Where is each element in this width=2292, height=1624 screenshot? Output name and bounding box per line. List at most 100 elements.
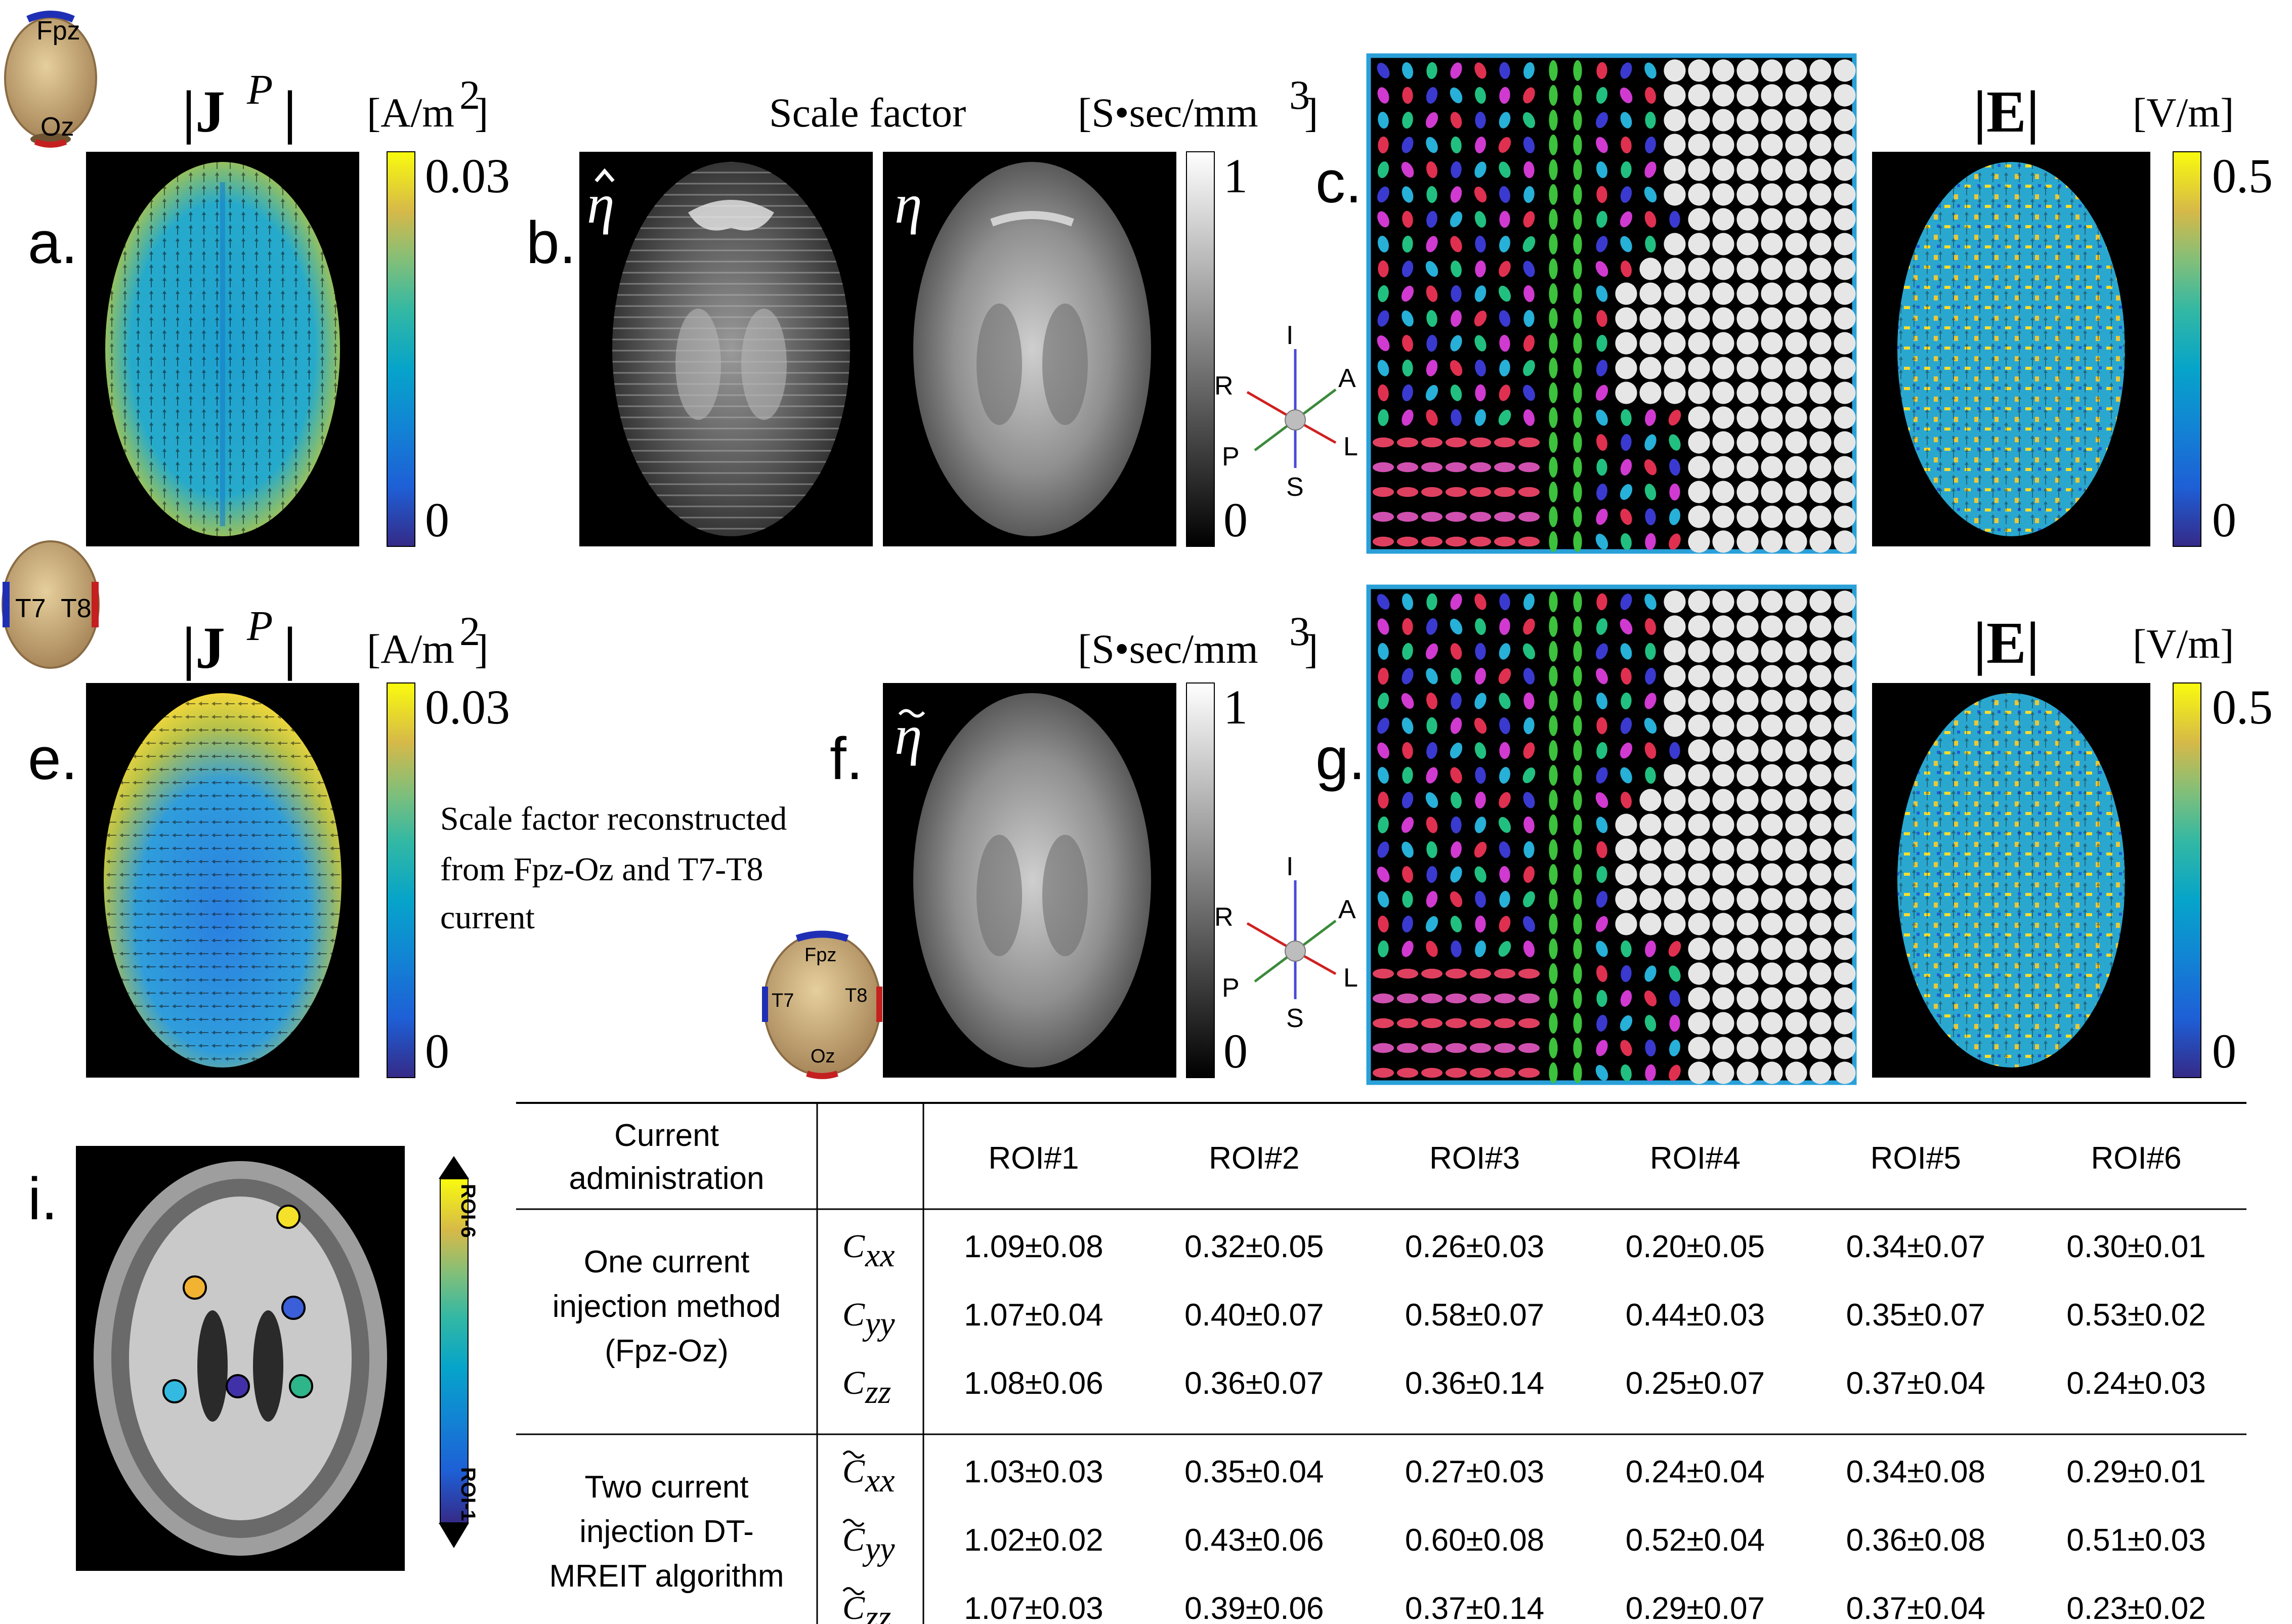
tensor-glyph [1644, 459, 1657, 476]
tensor-glyph [1494, 487, 1516, 497]
tensor-glyph [1378, 384, 1389, 402]
table-group-name: (Fpz-Oz) [605, 1334, 729, 1369]
table-cell: 0.36±0.14 [1405, 1366, 1544, 1401]
table-cell: 0.51±0.03 [2066, 1523, 2205, 1558]
jp-min-row1: 0 [425, 493, 449, 547]
tensor-glyph [1645, 533, 1656, 550]
tensor-glyph [1475, 260, 1486, 278]
tensor-glyph [1639, 282, 1662, 305]
tensor-glyph [1736, 987, 1759, 1010]
tensor-glyph [1450, 384, 1462, 401]
tensor-glyph [1712, 590, 1734, 613]
table-symbol: C [842, 1296, 865, 1333]
tensor-glyph [1425, 261, 1438, 277]
svg-text:|: | [283, 78, 296, 145]
table-cell: 0.58±0.07 [1405, 1298, 1544, 1333]
tensor-glyph [1425, 384, 1438, 401]
tensor-glyph [1688, 505, 1710, 528]
tensor-glyph [1549, 432, 1558, 453]
tensor-glyph [1475, 136, 1486, 154]
tensor-glyph [1549, 531, 1558, 552]
tensor-glyph [1469, 511, 1492, 522]
tensor-glyph [1378, 236, 1389, 252]
tensor-glyph [1523, 211, 1535, 228]
tensor-glyph [1426, 161, 1437, 178]
tensor-glyph [1573, 332, 1582, 354]
tensor-glyph [1834, 357, 1856, 379]
tensor-glyph [1834, 640, 1856, 663]
tensor-glyph [1421, 1043, 1443, 1053]
tensor-glyph [1809, 590, 1832, 613]
svg-text:]: ] [475, 626, 488, 672]
tensor-glyph [1615, 357, 1637, 379]
tensor-glyph [1712, 481, 1734, 503]
table-symbol-sub: xx [865, 1237, 895, 1274]
table-symbol: C [842, 1453, 865, 1490]
tensor-glyph [1761, 183, 1783, 206]
tensor-glyph [1688, 357, 1710, 379]
svg-text:]: ] [1304, 626, 1318, 672]
e-min-row2: 0 [2212, 1024, 2236, 1078]
tensor-glyph [1712, 863, 1734, 886]
tensor-glyph [1639, 332, 1662, 355]
tensor-glyph [1688, 59, 1710, 82]
head-label-t7: T7 [15, 594, 46, 623]
e-max-row1: 0.5 [2212, 149, 2273, 203]
tensor-glyph [1688, 814, 1710, 836]
tensor-glyph [1549, 1012, 1558, 1034]
tensor-glyph [1736, 665, 1759, 688]
tensor-glyph [1494, 511, 1516, 522]
tensor-glyph [1499, 334, 1510, 352]
table-cell: 0.30±0.01 [2066, 1229, 2205, 1264]
tensor-glyph [1445, 1043, 1467, 1053]
roi-marker-1 [289, 1374, 313, 1398]
tensor-glyph [1809, 888, 1832, 911]
tensor-glyph [1761, 406, 1783, 429]
tensor-glyph [1712, 714, 1734, 737]
svg-text:S: S [1286, 473, 1304, 502]
tensor-glyph [1645, 508, 1656, 526]
tensor-glyph [1712, 208, 1734, 231]
tensor-glyph [1688, 1037, 1710, 1059]
tensor-glyph [1809, 714, 1832, 737]
tensor-glyph [1402, 210, 1413, 228]
tensor-glyph [1549, 591, 1558, 613]
tensor-glyph [1396, 462, 1419, 473]
tensor-glyph [1688, 615, 1710, 638]
tensor-glyph [1712, 431, 1734, 454]
tensor-glyph-map-row1 [1366, 53, 1857, 554]
svg-text:[A/m: [A/m [367, 626, 454, 672]
tensor-glyph [1688, 233, 1710, 255]
tensor-glyph [1664, 84, 1686, 107]
tensor-glyph [1712, 406, 1734, 429]
eta-symbol: η [895, 173, 922, 235]
head-label-oz: Oz [40, 112, 74, 142]
tensor-glyph [1498, 137, 1511, 153]
table-symbol-sub: zz [865, 1599, 891, 1624]
tensor-glyph [1549, 109, 1558, 131]
tensor-glyph [1834, 505, 1856, 528]
panel-label-b: b. [526, 209, 576, 276]
tensor-glyph [1834, 1012, 1856, 1035]
tensor-glyph [1809, 913, 1832, 935]
tensor-glyph [1621, 409, 1632, 426]
tensor-glyph [1688, 332, 1710, 355]
tensor-glyph [1785, 134, 1807, 156]
tensor-glyph [1523, 593, 1535, 610]
tensor-glyph [1402, 841, 1414, 858]
tensor-glyph [1712, 84, 1734, 107]
tensor-glyph [1426, 87, 1438, 104]
tensor-glyph [1549, 616, 1558, 637]
e-colorbar-row1: 0.5 0 [2173, 149, 2273, 547]
tensor-glyph [1450, 643, 1462, 660]
head-icon-t7-t8: T7 T8 [2, 540, 100, 669]
tensor-glyph [1377, 717, 1389, 734]
tensor-glyph [1688, 714, 1710, 737]
tensor-glyph [1549, 1062, 1558, 1084]
tensor-glyph [1834, 59, 1856, 82]
tensor-glyph [1785, 913, 1807, 935]
tensor-glyph [1523, 62, 1535, 79]
tensor-glyph [1620, 62, 1632, 79]
tensor-glyph [1596, 1014, 1607, 1032]
tensor-glyph [1761, 962, 1783, 985]
